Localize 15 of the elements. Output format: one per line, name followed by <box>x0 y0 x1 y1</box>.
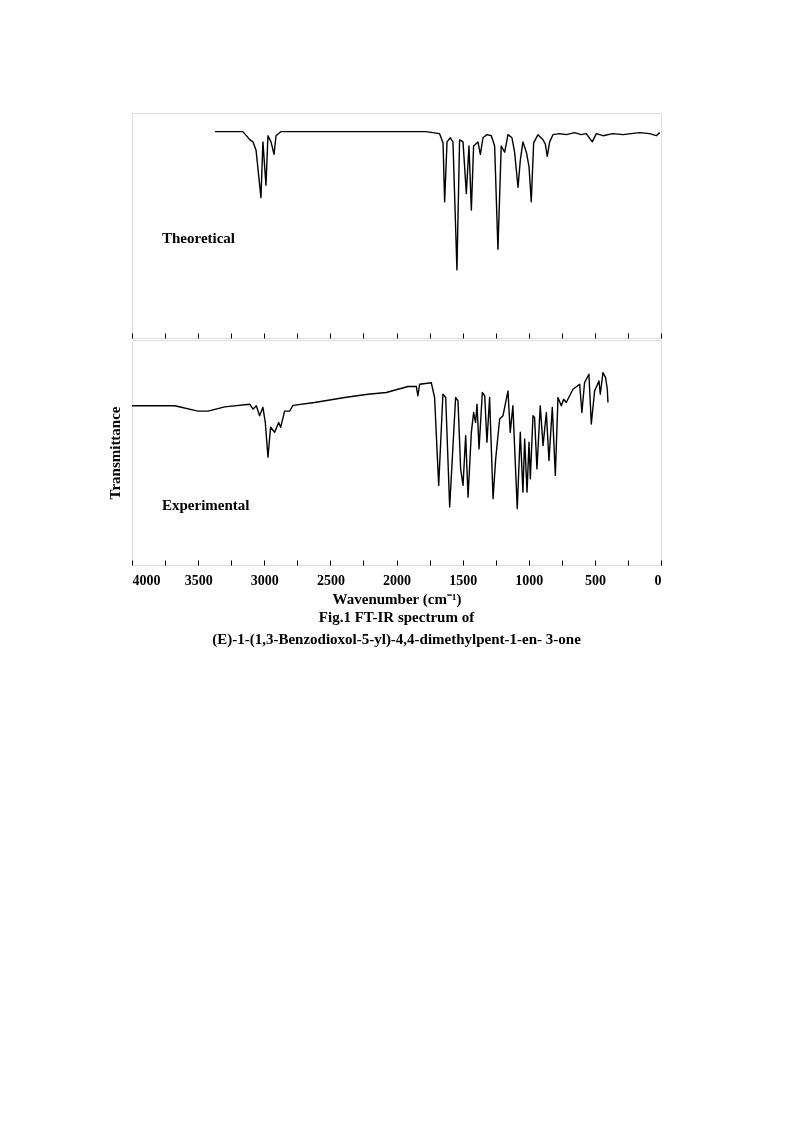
x-tick-label: 0 <box>654 572 662 588</box>
x-axis-title: Wavenumber (cm⁻¹) <box>332 590 462 608</box>
x-tick-label: 3500 <box>184 572 213 588</box>
x-tick-label: 2500 <box>316 572 345 588</box>
x-tick-label: 3000 <box>250 572 279 588</box>
x-tick-label: 1000 <box>515 572 544 588</box>
x-tick-label: 4000 <box>132 572 161 588</box>
x-tick-label: 1500 <box>449 572 478 588</box>
annotation: Theoretical <box>162 230 236 246</box>
x-tick-label: 2000 <box>383 572 411 588</box>
y-axis-title: Transmittance <box>106 406 123 500</box>
x-tick-label: 500 <box>584 572 606 588</box>
text: (E)-1-(1,3-Benzodioxol-5-yl)-4,4-dimethylpent-1-en- 3-one <box>212 631 582 648</box>
annotation: Experimental <box>162 497 250 513</box>
caption: Fig.1 FT-IR spectrum of <box>318 609 476 625</box>
